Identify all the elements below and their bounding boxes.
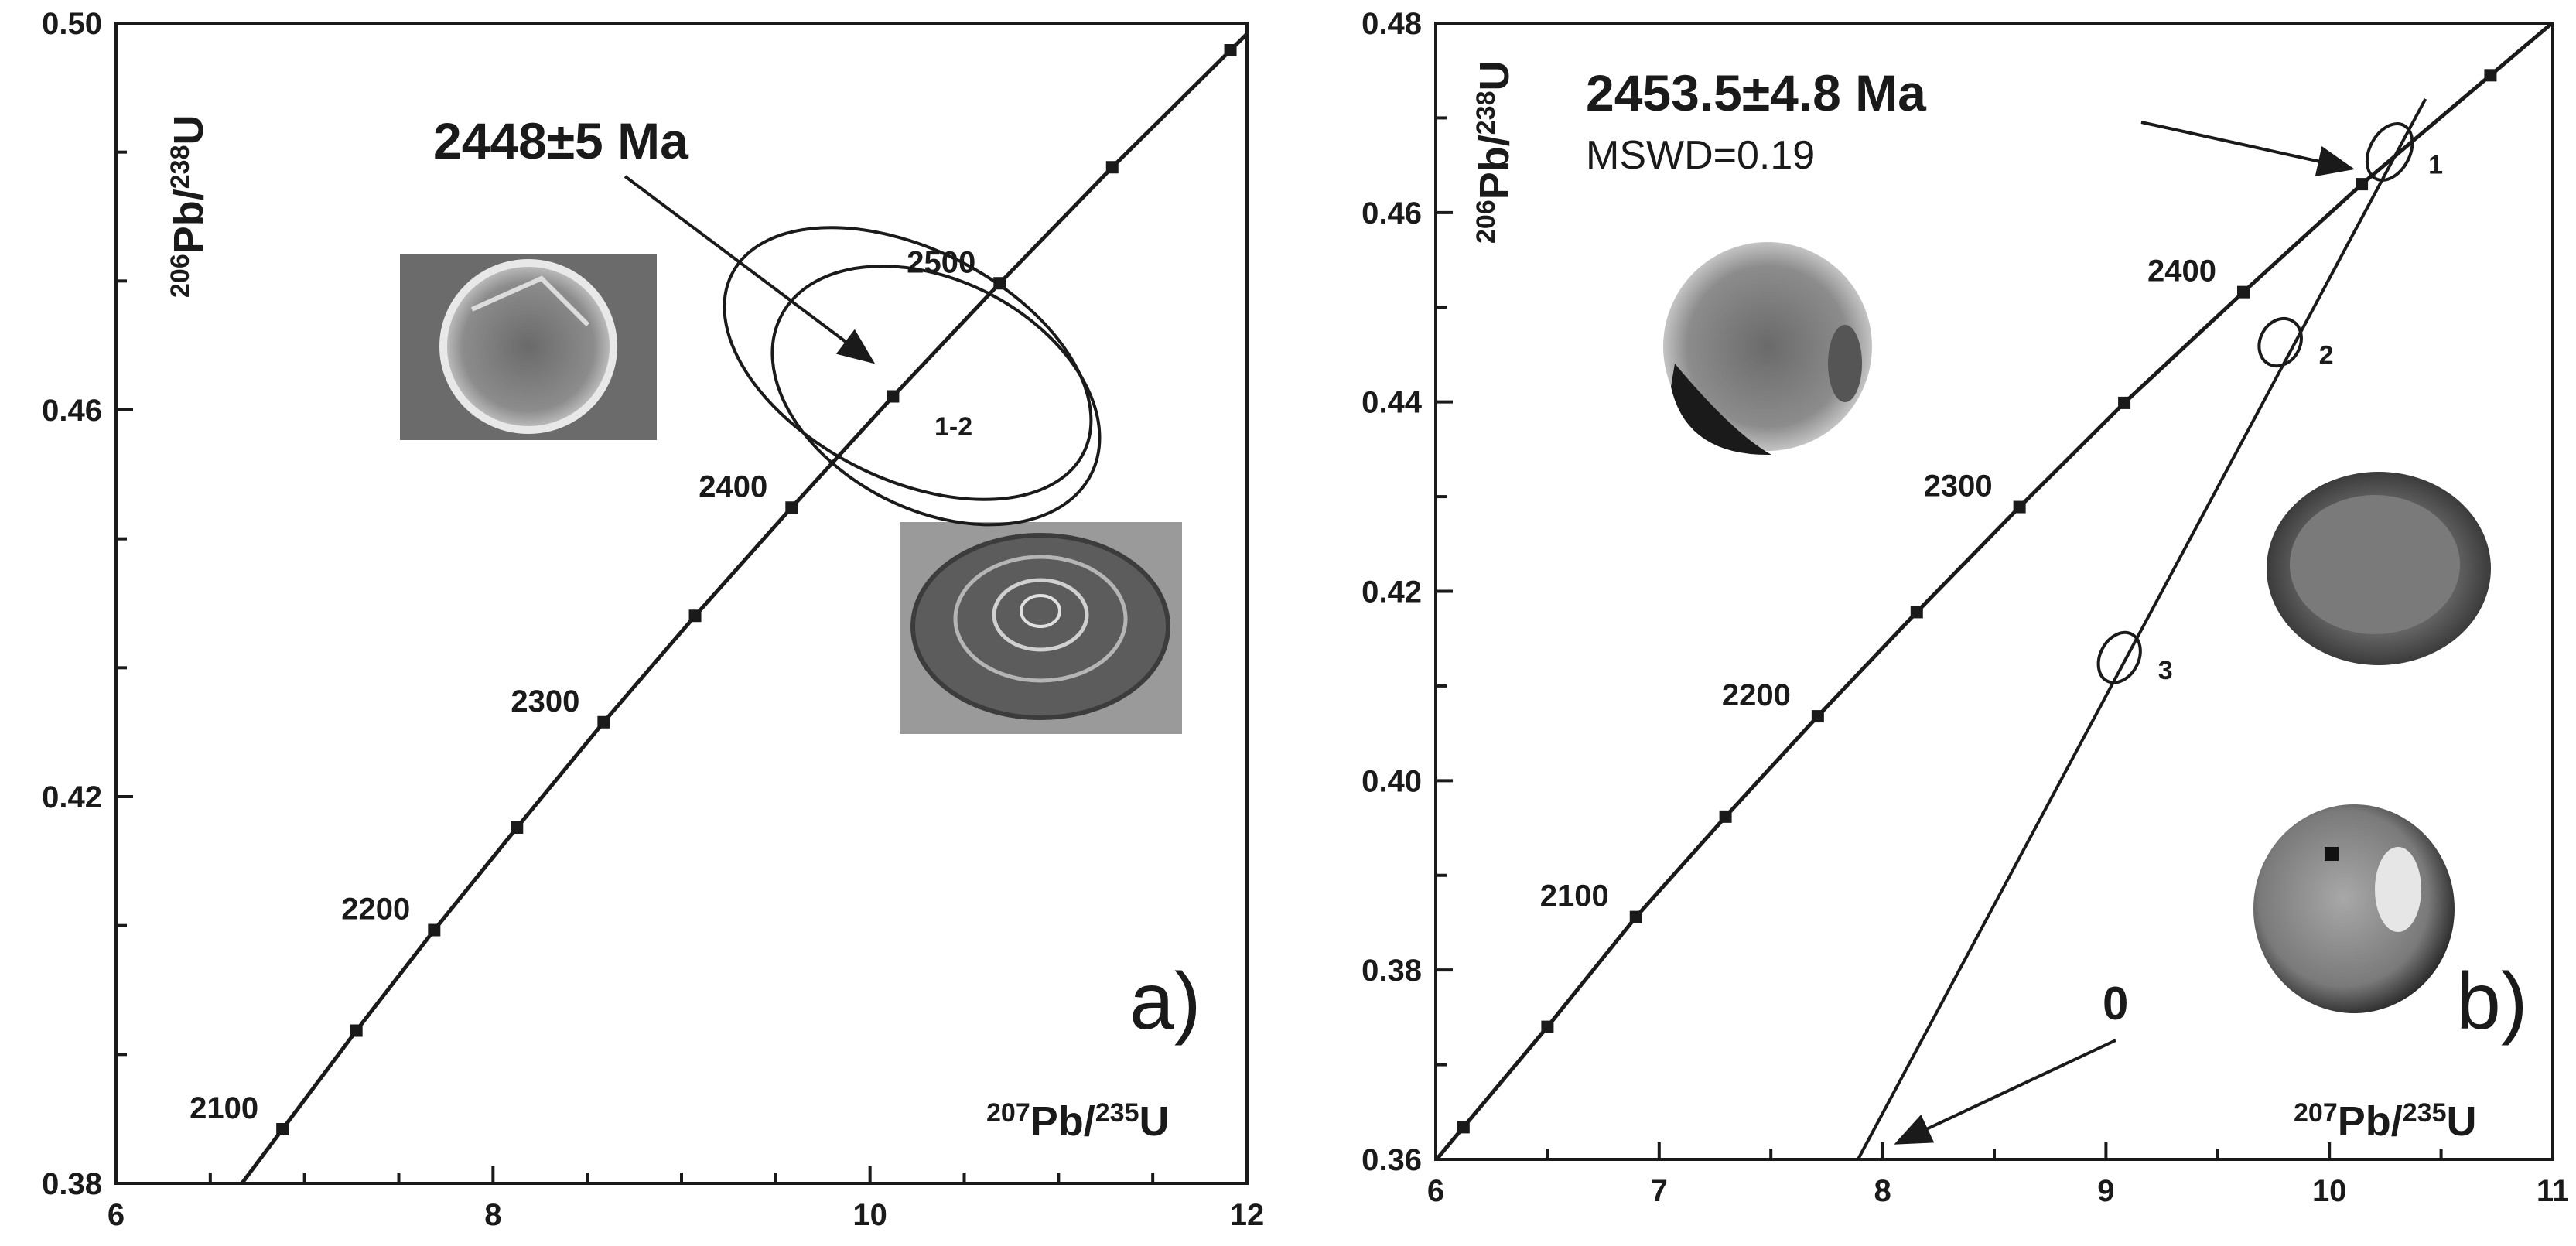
concordia-age-marker (1105, 161, 1119, 174)
x-tick-label: 10 (852, 1198, 887, 1232)
concordia-age-label: 2400 (2147, 254, 2216, 288)
error-ellipses (723, 226, 1102, 527)
panel-b: 0.360.380.400.420.440.460.48 6 7 8 9 10 11 21… (1361, 7, 2569, 1208)
concordia-age-marker (1224, 44, 1237, 56)
concordia-age-markers (1457, 69, 2497, 1134)
concordia-age-marker (2118, 396, 2131, 409)
y-tick-label: 0.50 (42, 7, 102, 41)
concordia-age-marker (1541, 1020, 1554, 1033)
concordia-age-marker (597, 715, 610, 729)
age-result: 2453.5±4.8 Ma (1586, 64, 1927, 121)
y-tick-label: 0.42 (42, 780, 102, 814)
discordia-line (1857, 97, 2427, 1160)
x-tick-label: 11 (2537, 1174, 2569, 1208)
axis-ticks (114, 22, 1249, 1185)
concordia-age-marker (1719, 810, 1732, 823)
spot-label-1-2: 1-2 (934, 412, 972, 442)
y-tick-label: 0.40 (1361, 764, 1422, 798)
error-ellipse (2096, 630, 2142, 684)
y-tick-label: 0.38 (42, 1167, 102, 1201)
concordia-age-markers (276, 44, 1237, 1135)
x-tick-label: 8 (1874, 1174, 1891, 1208)
x-tick-label: 9 (2097, 1174, 2114, 1208)
concordia-age-marker (785, 501, 798, 514)
mswd-value: MSWD=0.19 (1586, 133, 1815, 178)
spot-label: 1 (2428, 150, 2443, 179)
spot-label: 2 (2319, 341, 2334, 370)
y-tick-label: 0.36 (1361, 1143, 1422, 1177)
panel-label: a) (1129, 957, 1201, 1046)
x-tick-label: 6 (108, 1198, 125, 1232)
error-ellipse (723, 226, 1093, 501)
y-tick-label: 0.38 (1361, 954, 1422, 988)
concordia-age-marker (2013, 500, 2026, 514)
concordia-age-marker (688, 609, 702, 623)
concordia-age-label: 2100 (190, 1091, 258, 1125)
concordia-age-marker (1811, 710, 1824, 723)
y-tick-label: 0.46 (1361, 196, 1422, 230)
x-tick-label: 7 (1651, 1174, 1668, 1208)
y-tick-label: 0.44 (1361, 386, 1423, 420)
error-ellipse (2257, 316, 2303, 368)
spot-labels: 1 2 3 (2158, 150, 2443, 685)
concordia-age-label: 2200 (1722, 678, 1791, 712)
concordia-age-marker (1457, 1121, 1470, 1134)
y-axis-title: 206Pb/238U (1471, 61, 1518, 244)
age-result-arrow (2140, 121, 2355, 177)
y-tick-labels: 0.36 0.38 0.40 0.42 0.44 0.46 0.48 (1361, 7, 1423, 1177)
zircon-image-upper (400, 254, 657, 440)
error-ellipse (770, 265, 1102, 527)
x-axis-title: 207Pb/235U (2294, 1098, 2476, 1145)
zircon-image-2 (2267, 472, 2491, 665)
concordia-age-marker (276, 1123, 289, 1135)
panel-a: 0.38 0.42 0.46 0.50 6 8 10 12 2100 2200 2300 2400… (42, 7, 1264, 1232)
concordia-age-label: 2300 (511, 684, 579, 719)
lower-intercept-label: 0 (2103, 978, 2128, 1029)
concordia-age-label: 2200 (341, 893, 410, 927)
lower-intercept-arrow (1894, 1039, 2116, 1145)
panel-label: b) (2456, 957, 2527, 1046)
concordia-age-marker (428, 923, 441, 937)
error-ellipses (2096, 122, 2414, 684)
age-result-arrow (624, 175, 876, 364)
spot-label: 3 (2158, 656, 2173, 685)
zircon-image-1 (1663, 242, 1872, 456)
x-tick-label: 10 (2312, 1174, 2347, 1208)
concordia-age-labels: 2100 2200 2300 2400 (1540, 254, 2216, 913)
x-tick-labels: 6 7 8 9 10 11 (1427, 1174, 2569, 1208)
concordia-age-label: 2400 (699, 469, 767, 504)
concordia-age-marker (350, 1024, 363, 1037)
error-ellipse (2365, 122, 2414, 182)
x-tick-label: 8 (484, 1198, 501, 1232)
concordia-age-label: 2100 (1540, 879, 1609, 913)
y-tick-labels: 0.38 0.42 0.46 0.50 (42, 7, 102, 1201)
concordia-age-marker (1629, 910, 1642, 923)
x-tick-label: 6 (1427, 1174, 1444, 1208)
concordia-age-marker (2356, 178, 2369, 191)
zircon-image-3 (2253, 804, 2455, 1013)
y-tick-label: 0.48 (1361, 7, 1422, 41)
concordia-age-marker (511, 821, 524, 834)
y-axis-title: 206Pb/238U (166, 115, 212, 298)
concordia-age-marker (2484, 69, 2497, 82)
y-tick-label: 0.46 (42, 394, 102, 428)
x-axis-title: 207Pb/235U (986, 1098, 1169, 1145)
x-tick-label: 12 (1230, 1198, 1265, 1232)
x-tick-labels: 6 8 10 12 (108, 1198, 1264, 1232)
concordia-age-marker (887, 390, 900, 403)
axis-ticks (1434, 22, 2554, 1161)
concordia-age-label: 2300 (1924, 469, 1993, 504)
y-tick-label: 0.42 (1361, 575, 1422, 609)
concordia-age-marker (2237, 285, 2250, 299)
age-result: 2448±5 Ma (433, 112, 689, 169)
concordia-age-marker (1910, 606, 1923, 619)
zircon-image-lower (900, 522, 1182, 734)
